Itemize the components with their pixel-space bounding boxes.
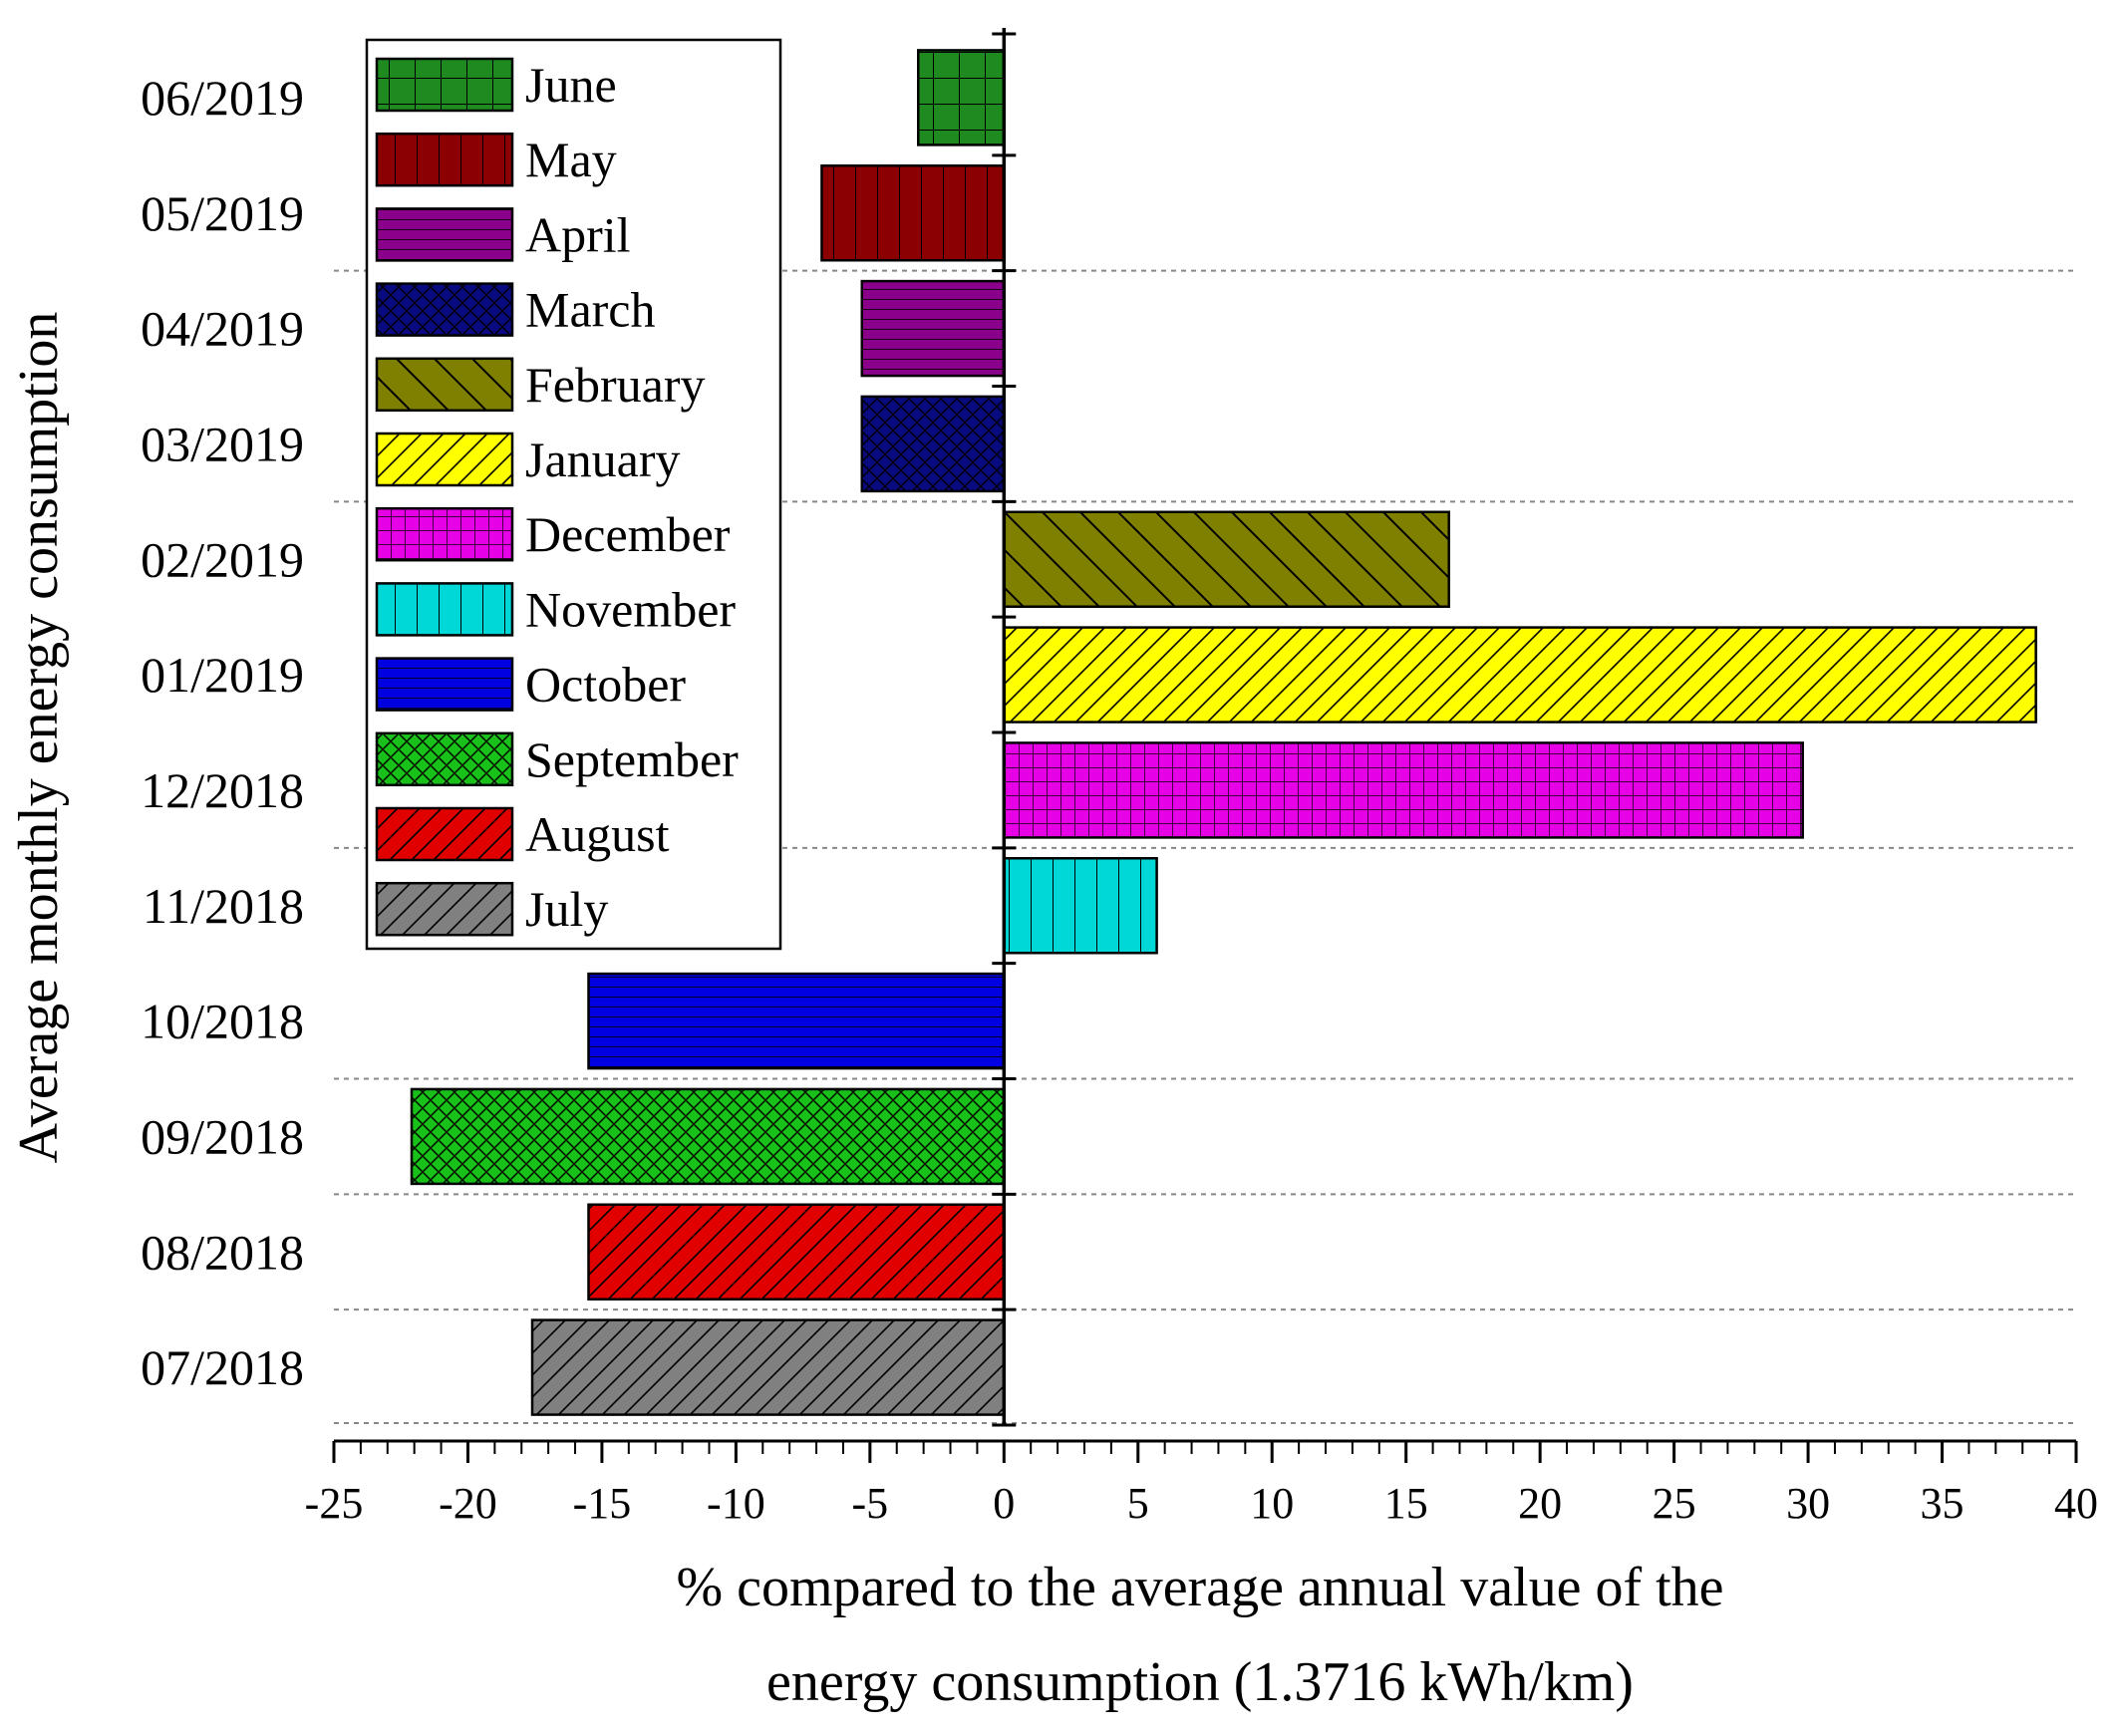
category-label: 01/2019	[141, 647, 304, 703]
category-label: 04/2019	[141, 301, 304, 357]
bar-11-2018-pattern	[1003, 857, 1158, 955]
legend-swatch	[375, 357, 514, 413]
bars	[410, 49, 2037, 1416]
legend-item-february: February	[375, 357, 706, 413]
legend-swatch	[375, 132, 514, 187]
bar-01-2019-pattern	[1003, 626, 2037, 723]
legend-label: April	[525, 206, 631, 262]
legend-label: September	[525, 731, 739, 787]
category-label: 12/2018	[141, 762, 304, 818]
legend-item-december: December	[375, 506, 731, 562]
bar-10-2018	[587, 972, 1006, 1070]
bar-04-2019	[860, 279, 1006, 378]
legend-swatch	[375, 806, 514, 862]
category-label: 10/2018	[141, 994, 304, 1049]
legend-label: August	[525, 806, 670, 862]
legend-item-september: September	[375, 731, 739, 787]
category-label: 07/2018	[141, 1339, 304, 1395]
legend-label: November	[525, 581, 736, 637]
legend-swatch	[375, 207, 514, 262]
x-tick-label: 25	[1653, 1479, 1696, 1528]
category-label: 05/2019	[141, 185, 304, 241]
legend-swatch	[375, 731, 514, 787]
x-tick-label: 35	[1921, 1479, 1964, 1528]
x-axis-title-line-2: energy consumption (1.3716 kWh/km)	[766, 1651, 1634, 1713]
x-tick-label: 20	[1518, 1479, 1562, 1528]
bar-10-2018-pattern	[587, 972, 1006, 1070]
bar-06-2019-pattern	[917, 49, 1006, 146]
bar-03-2019	[860, 395, 1006, 493]
bar-08-2018-pattern	[587, 1203, 1006, 1301]
category-label: 09/2018	[141, 1108, 304, 1164]
bar-09-2018-pattern	[410, 1087, 1006, 1186]
bar-01-2019	[1003, 626, 2037, 723]
category-label: 06/2019	[141, 70, 304, 126]
legend-label: December	[525, 506, 731, 562]
bar-07-2018	[530, 1318, 1006, 1416]
legend-label: October	[525, 657, 686, 713]
x-tick-label: 5	[1127, 1479, 1149, 1528]
legend-swatch	[375, 432, 514, 487]
bar-02-2019	[1003, 510, 1450, 608]
bar-08-2018	[587, 1203, 1006, 1301]
x-tick-label: 0	[993, 1479, 1015, 1528]
x-tick-label: -15	[573, 1479, 632, 1528]
legend-item-january: January	[375, 432, 681, 487]
x-tick-label: -25	[305, 1479, 364, 1528]
bar-12-2018-pattern	[1003, 741, 1804, 839]
legend-item-june: June	[375, 57, 617, 113]
x-tick-labels: -25 -20 -15 -10 -5 0 5 10 15 20 25 30 35 40	[305, 1479, 2098, 1528]
bar-04-2019-pattern	[860, 279, 1006, 378]
legend-item-july: July	[375, 881, 608, 937]
category-label: 03/2019	[141, 416, 304, 471]
x-axis-title-line-1: % compared to the average annual value o…	[676, 1557, 1723, 1618]
x-tick-label: 40	[2054, 1479, 2098, 1528]
legend-item-november: November	[375, 581, 736, 637]
bar-02-2019-pattern	[1003, 510, 1450, 608]
legend-label: July	[525, 881, 608, 937]
bar-05-2019-pattern	[820, 164, 1006, 262]
legend-label: January	[525, 432, 681, 487]
legend-label: March	[525, 282, 656, 338]
legend-item-may: May	[375, 132, 617, 187]
y-axis-title: Average monthly energy consumption	[8, 312, 70, 1164]
bar-09-2018	[410, 1087, 1006, 1186]
legend-item-april: April	[375, 206, 631, 262]
axes	[332, 28, 2078, 1463]
category-label: 11/2018	[143, 878, 304, 934]
category-labels: 06/2019 05/2019 04/2019 03/2019 02/2019 01/20…	[141, 70, 304, 1395]
legend-swatch	[375, 582, 514, 637]
legend-swatch	[375, 657, 514, 712]
bar-11-2018	[1003, 857, 1158, 955]
bar-12-2018	[1003, 741, 1804, 839]
legend-item-march: March	[375, 282, 656, 338]
legend-label: June	[525, 57, 617, 113]
legend-label: May	[525, 132, 617, 187]
x-tick-label: 30	[1786, 1479, 1830, 1528]
category-label: 02/2019	[141, 531, 304, 587]
bar-05-2019	[820, 164, 1006, 262]
legend-swatch	[375, 506, 514, 562]
x-tick-label: 10	[1250, 1479, 1294, 1528]
bar-06-2019	[917, 49, 1006, 146]
x-tick-label: 15	[1384, 1479, 1428, 1528]
legend-swatch	[375, 282, 514, 337]
legend-item-october: October	[375, 657, 686, 713]
legend-item-august: August	[375, 806, 670, 862]
bar-07-2018-pattern	[530, 1318, 1006, 1416]
legend-label: February	[525, 357, 706, 413]
legend-swatch	[375, 881, 514, 937]
x-tick-label: -20	[439, 1479, 497, 1528]
x-tick-label: -5	[852, 1479, 889, 1528]
category-label: 08/2018	[141, 1224, 304, 1280]
legend-box	[365, 38, 782, 951]
bar-03-2019-pattern	[860, 395, 1006, 493]
x-tick-label: -10	[707, 1479, 765, 1528]
legend-swatch	[375, 57, 514, 113]
legend: June May April March February January December…	[365, 38, 782, 951]
